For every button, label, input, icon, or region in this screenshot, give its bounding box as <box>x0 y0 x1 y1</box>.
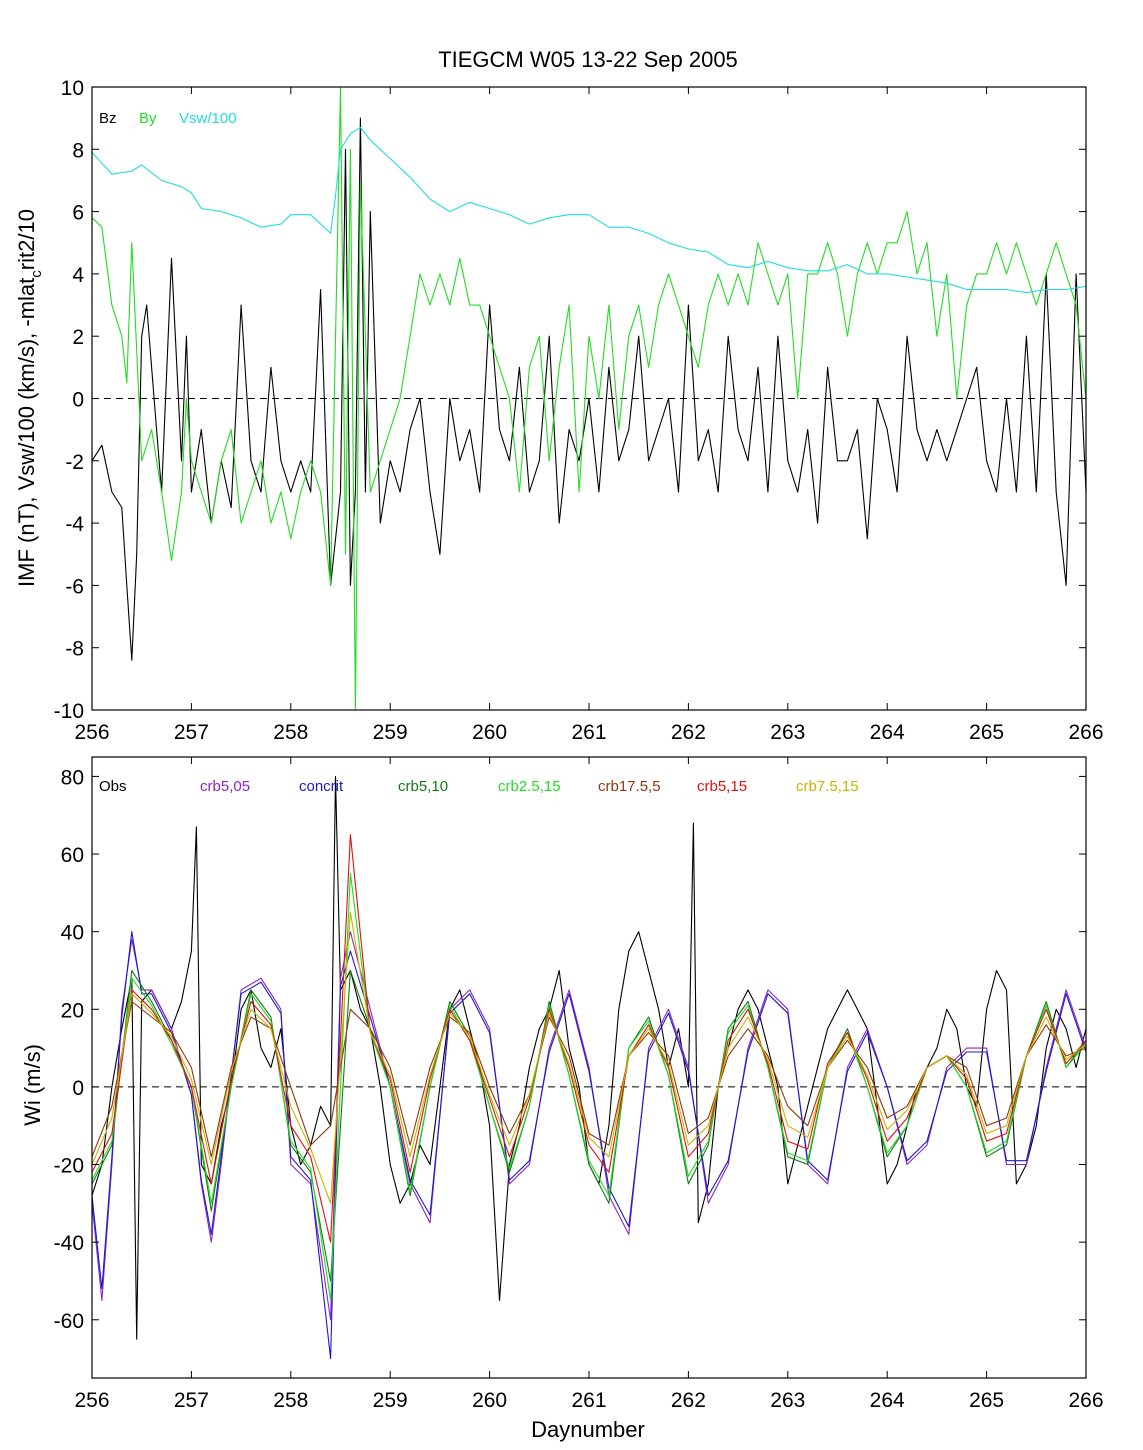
imf-xtick-label: 257 <box>174 721 209 744</box>
imf-panel: 256 257 258 259 260 261 262 263 264 265 266-10-8-6… <box>14 77 1104 744</box>
imf-series-vsw-100 <box>92 126 1086 294</box>
imf-series-bz <box>92 117 1086 661</box>
wi-ytick-label: 0 <box>72 1077 84 1100</box>
wi-xtick-label: 265 <box>969 1389 1004 1412</box>
imf-ytick-label: 10 <box>61 77 84 100</box>
wi-xtick-label: 258 <box>273 1389 308 1412</box>
wi-series-crb5-10 <box>92 969 1086 1282</box>
imf-ytick-label: -6 <box>65 575 84 598</box>
wi-xtick-label: 266 <box>1068 1389 1103 1412</box>
imf-ylabel-main: IMF (nT), Vsw/100 (km/s), -mlat <box>14 278 39 587</box>
wi-legend-crb2-5-15: crb2.5,15 <box>498 778 561 795</box>
wi-ticks: 256 257 258 259 260 261 262 263 264 265 266 -60 -40 -… <box>54 757 1104 1412</box>
imf-ytick-label: 0 <box>72 389 84 412</box>
imf-xtick-label: 259 <box>373 721 408 744</box>
wi-ytick-label: -20 <box>54 1155 84 1178</box>
wi-xtick-label: 261 <box>571 1389 606 1412</box>
wi-plot-frame <box>91 756 1087 1379</box>
imf-xtick-label: 258 <box>273 721 308 744</box>
wi-series-crb5-15 <box>92 834 1086 1243</box>
wi-ytick-label: 80 <box>61 766 84 789</box>
wi-ytick-label: 60 <box>61 844 84 867</box>
figure-title: TIEGCM W05 13-22 Sep 2005 <box>438 47 738 72</box>
wi-ytick-label: 20 <box>61 999 84 1022</box>
imf-ylabel-tail: rit2/10 <box>14 209 39 270</box>
imf-ytick-label: 2 <box>72 326 84 349</box>
wi-xtick-label: 256 <box>74 1389 109 1412</box>
imf-legend-vsw-100: Vsw/100 <box>179 110 237 127</box>
imf-xtick-label: 262 <box>671 721 706 744</box>
wi-legend-obs: Obs <box>99 778 127 795</box>
imf-xtick-label: 256 <box>74 721 109 744</box>
wi-panel: 256 257 258 259 260 261 262 263 264 265 266 -60 -40 -… <box>20 756 1104 1442</box>
wi-ytick-label: -60 <box>54 1310 84 1333</box>
wi-series-lines <box>92 775 1086 1360</box>
wi-series-crb17-5-5 <box>92 1000 1086 1158</box>
wi-legend-crb7-5-15: crb7.5,15 <box>796 778 859 795</box>
imf-ticks: 256 257 258 259 260 261 262 263 264 265 266-10-8-6… <box>54 77 1104 744</box>
wi-series-crb7-5-15 <box>92 911 1086 1204</box>
wi-legend-crb5-05: crb5,05 <box>200 778 250 795</box>
wi-legend-crb5-15: crb5,15 <box>697 778 747 795</box>
wi-x-axis-label: Daynumber <box>531 1417 645 1442</box>
imf-xtick-label: 264 <box>870 721 905 744</box>
imf-series-by <box>92 87 1086 710</box>
imf-ytick-label: 6 <box>72 202 84 225</box>
imf-xtick-label: 263 <box>770 721 805 744</box>
imf-y-axis-label: IMF (nT), Vsw/100 (km/s), -mlatcrit2/10 <box>14 209 45 587</box>
imf-xtick-label: 260 <box>472 721 507 744</box>
imf-legend-bz: Bz <box>99 110 117 127</box>
imf-xtick-label: 266 <box>1068 721 1103 744</box>
imf-xtick-label: 265 <box>969 721 1004 744</box>
imf-ylabel-sub: c <box>28 270 45 278</box>
wi-xtick-label: 259 <box>373 1389 408 1412</box>
wi-legend-concrit: concrit <box>299 778 344 795</box>
wi-xtick-label: 264 <box>870 1389 905 1412</box>
imf-legend-by: By <box>139 110 157 127</box>
imf-plot-frame <box>91 86 1087 711</box>
wi-ytick-label: -40 <box>54 1232 84 1255</box>
wi-legend-crb17-5-5: crb17.5,5 <box>598 778 661 795</box>
wi-series-crb2-5-15 <box>92 872 1086 1301</box>
wi-y-axis-label: Wi (m/s) <box>20 1044 45 1126</box>
wi-legend-crb5-10: crb5,10 <box>398 778 448 795</box>
wi-legend: Obs crb5,05 concrit crb5,10 crb2.5,15 crb17.5… <box>99 778 859 795</box>
imf-ytick-label: -10 <box>54 700 84 723</box>
wi-series-obs <box>92 775 1086 1340</box>
wi-xtick-label: 262 <box>671 1389 706 1412</box>
imf-ytick-label: 8 <box>72 139 84 162</box>
wi-xtick-label: 260 <box>472 1389 507 1412</box>
imf-ytick-label: -2 <box>65 451 84 474</box>
imf-series-lines <box>92 87 1086 710</box>
imf-ytick-label: -4 <box>65 513 84 536</box>
imf-legend: Bz By Vsw/100 <box>99 110 237 127</box>
imf-xtick-label: 261 <box>571 721 606 744</box>
wi-series-crb5-05 <box>92 931 1086 1321</box>
imf-ytick-label: -8 <box>65 638 84 661</box>
imf-ytick-label: 4 <box>72 264 84 287</box>
wi-xtick-label: 263 <box>770 1389 805 1412</box>
wi-ytick-label: 40 <box>61 922 84 945</box>
wi-xtick-label: 257 <box>174 1389 209 1412</box>
